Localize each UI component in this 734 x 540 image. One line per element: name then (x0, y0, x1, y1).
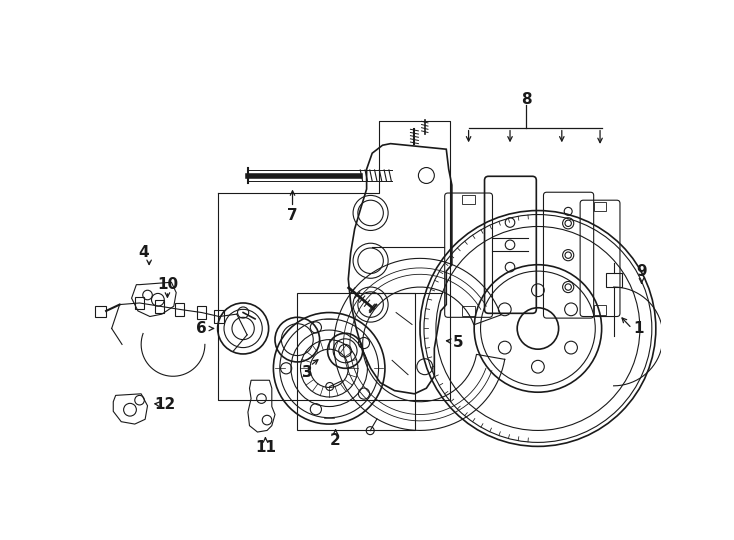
Bar (135, 296, 145, 309)
Text: 12: 12 (154, 397, 175, 411)
Bar (155, 300, 164, 313)
Text: 3: 3 (302, 365, 312, 380)
Bar (606, 273, 622, 287)
Bar (462, 306, 475, 316)
Bar (197, 306, 206, 319)
Text: 10: 10 (157, 277, 178, 292)
Text: 6: 6 (196, 321, 207, 336)
Text: 1: 1 (633, 321, 644, 336)
Bar (594, 202, 606, 211)
Text: 11: 11 (255, 441, 276, 455)
Bar (462, 194, 475, 204)
Text: 5: 5 (453, 335, 464, 350)
Bar (594, 305, 606, 315)
Bar (297, 293, 415, 430)
Text: 4: 4 (138, 245, 149, 260)
Bar (95, 306, 106, 318)
Bar (214, 310, 224, 323)
Bar (706, 305, 719, 318)
Text: 7: 7 (287, 208, 298, 223)
Text: 8: 8 (520, 91, 531, 106)
Text: 9: 9 (636, 264, 647, 279)
Bar (175, 303, 184, 316)
Text: 2: 2 (330, 433, 341, 448)
